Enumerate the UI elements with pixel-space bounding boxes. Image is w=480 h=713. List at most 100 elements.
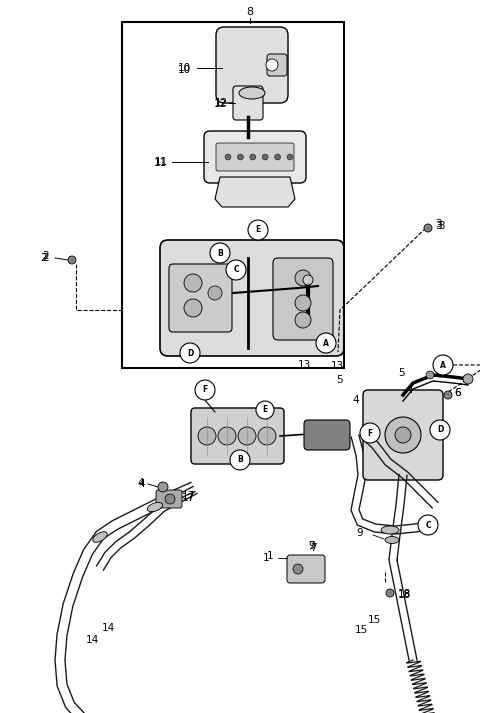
Text: D: D xyxy=(187,349,193,357)
Text: C: C xyxy=(425,520,431,530)
Text: 4: 4 xyxy=(406,385,413,395)
Circle shape xyxy=(386,589,394,597)
Text: 4: 4 xyxy=(138,479,144,489)
Text: +: + xyxy=(426,225,430,230)
Text: D: D xyxy=(437,426,443,434)
Circle shape xyxy=(385,417,421,453)
Text: 1: 1 xyxy=(263,553,270,563)
Text: 14: 14 xyxy=(102,623,115,633)
Circle shape xyxy=(395,427,411,443)
Text: 14: 14 xyxy=(86,635,99,645)
Circle shape xyxy=(208,286,222,300)
Ellipse shape xyxy=(381,526,399,534)
Text: +: + xyxy=(70,257,74,262)
Text: 13: 13 xyxy=(331,361,344,371)
Circle shape xyxy=(303,275,313,285)
Text: 7: 7 xyxy=(308,541,314,551)
Text: 5: 5 xyxy=(398,368,405,378)
Circle shape xyxy=(184,299,202,317)
Text: 3: 3 xyxy=(438,221,444,231)
FancyBboxPatch shape xyxy=(191,408,284,464)
Circle shape xyxy=(230,450,250,470)
Circle shape xyxy=(360,423,380,443)
Circle shape xyxy=(275,154,281,160)
Circle shape xyxy=(424,224,432,232)
Text: 9: 9 xyxy=(308,541,314,551)
Text: 2: 2 xyxy=(40,253,47,263)
Circle shape xyxy=(248,220,268,240)
Text: F: F xyxy=(367,429,372,438)
Text: 13: 13 xyxy=(298,360,311,370)
Text: C: C xyxy=(233,265,239,275)
Text: 12: 12 xyxy=(214,99,227,109)
Text: +: + xyxy=(388,590,392,595)
Text: A: A xyxy=(440,361,446,369)
Circle shape xyxy=(195,380,215,400)
Circle shape xyxy=(316,333,336,353)
Circle shape xyxy=(293,564,303,574)
Circle shape xyxy=(418,515,438,535)
Text: B: B xyxy=(237,456,243,464)
Polygon shape xyxy=(215,177,295,207)
Circle shape xyxy=(238,154,243,160)
Text: 1: 1 xyxy=(267,551,274,561)
Circle shape xyxy=(198,427,216,445)
Text: E: E xyxy=(263,406,268,414)
Text: 7: 7 xyxy=(310,543,317,553)
Circle shape xyxy=(433,355,453,375)
Text: 3: 3 xyxy=(435,219,442,229)
Circle shape xyxy=(463,374,473,384)
Circle shape xyxy=(256,401,274,419)
Circle shape xyxy=(238,427,256,445)
Text: A: A xyxy=(323,339,329,347)
FancyBboxPatch shape xyxy=(287,555,325,583)
Circle shape xyxy=(184,274,202,292)
Ellipse shape xyxy=(93,532,107,543)
Circle shape xyxy=(287,154,293,160)
Ellipse shape xyxy=(147,503,163,512)
FancyBboxPatch shape xyxy=(273,258,333,340)
Circle shape xyxy=(165,494,175,504)
Text: 17: 17 xyxy=(182,493,195,503)
Text: 5: 5 xyxy=(336,375,343,385)
Text: 2: 2 xyxy=(42,253,48,263)
Text: 18: 18 xyxy=(398,590,411,600)
Circle shape xyxy=(158,482,168,492)
Text: 11: 11 xyxy=(155,157,168,167)
Circle shape xyxy=(258,427,276,445)
Text: 6: 6 xyxy=(454,388,461,398)
Circle shape xyxy=(218,427,236,445)
Circle shape xyxy=(295,270,311,286)
FancyBboxPatch shape xyxy=(267,54,287,76)
Bar xyxy=(122,22,344,368)
FancyBboxPatch shape xyxy=(304,420,350,450)
Text: 3: 3 xyxy=(435,221,442,231)
Circle shape xyxy=(444,391,452,399)
Circle shape xyxy=(295,312,311,328)
FancyBboxPatch shape xyxy=(233,86,263,120)
Circle shape xyxy=(225,154,231,160)
Circle shape xyxy=(262,154,268,160)
Text: 2: 2 xyxy=(42,251,48,261)
Text: +: + xyxy=(446,392,450,398)
Text: B: B xyxy=(217,249,223,257)
FancyBboxPatch shape xyxy=(216,143,294,171)
Text: 9: 9 xyxy=(356,528,362,538)
Circle shape xyxy=(68,256,76,264)
Text: 18: 18 xyxy=(398,589,411,599)
Circle shape xyxy=(226,260,246,280)
Circle shape xyxy=(180,343,200,363)
Circle shape xyxy=(210,243,230,263)
Circle shape xyxy=(266,59,278,71)
FancyBboxPatch shape xyxy=(216,27,288,103)
FancyBboxPatch shape xyxy=(156,490,182,508)
Circle shape xyxy=(295,295,311,311)
Text: 4: 4 xyxy=(352,395,359,405)
Text: 6: 6 xyxy=(454,388,461,398)
FancyBboxPatch shape xyxy=(204,131,306,183)
Ellipse shape xyxy=(385,536,399,543)
Text: 4: 4 xyxy=(137,478,144,488)
FancyBboxPatch shape xyxy=(363,390,443,480)
Text: 11: 11 xyxy=(154,158,167,168)
Text: 15: 15 xyxy=(368,615,381,625)
